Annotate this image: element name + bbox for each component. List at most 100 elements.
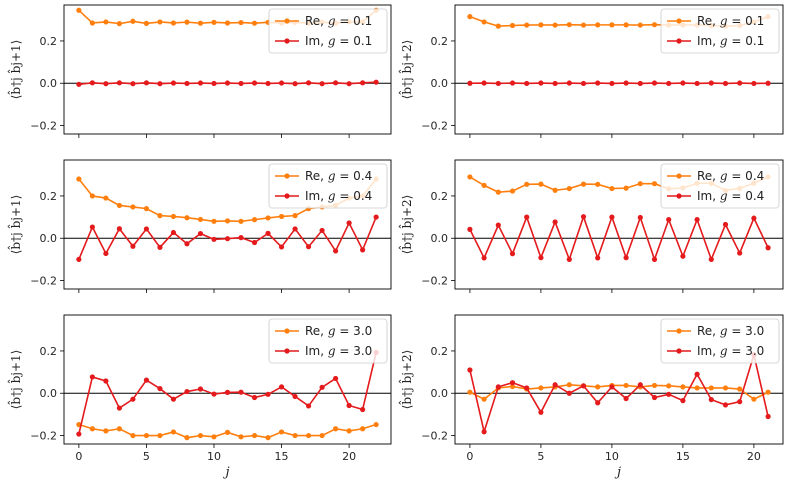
legend: Re, g = 3.0 Im, g = 3.0 xyxy=(660,318,780,364)
data-point xyxy=(538,385,544,391)
data-point xyxy=(197,386,204,392)
data-point xyxy=(89,80,95,86)
axes-frame xyxy=(454,314,784,445)
legend-marker xyxy=(284,18,290,24)
legend: Re, g = 0.4 Im, g = 0.4 xyxy=(268,163,388,209)
data-point xyxy=(708,385,714,391)
subplot-1-0: −0.2 0.0 0.2 ⟨b̂†j b̂j+1⟩ Re, g = 0.4 Im, g =… xyxy=(6,159,392,293)
data-point xyxy=(116,202,123,209)
data-point xyxy=(184,215,190,221)
legend-label: Im, g = 3.0 xyxy=(697,344,764,358)
data-point xyxy=(251,80,258,86)
data-point xyxy=(495,222,501,228)
data-point xyxy=(552,22,558,28)
data-point xyxy=(651,394,658,401)
data-point xyxy=(157,385,163,392)
data-point xyxy=(332,80,339,86)
data-point xyxy=(292,432,298,439)
data-point xyxy=(552,219,558,225)
data-point xyxy=(157,432,163,439)
data-point xyxy=(76,176,82,182)
data-point xyxy=(116,405,123,411)
data-point xyxy=(595,80,601,86)
y-tick-label: 0.0 xyxy=(40,387,58,400)
data-point xyxy=(251,394,258,401)
data-point xyxy=(708,396,714,403)
data-point xyxy=(346,220,352,226)
data-point xyxy=(495,23,501,29)
data-point xyxy=(609,185,615,192)
data-point xyxy=(737,250,743,256)
data-point xyxy=(89,193,95,199)
data-point xyxy=(197,216,204,223)
legend-label: Im, g = 0.4 xyxy=(305,189,372,203)
data-point xyxy=(595,22,601,28)
data-point xyxy=(278,244,285,250)
data-point xyxy=(708,80,714,86)
data-point xyxy=(651,382,658,389)
data-point xyxy=(538,80,544,86)
data-point xyxy=(722,402,729,408)
axes-frame xyxy=(63,4,392,135)
data-point xyxy=(566,80,572,86)
y-tick-label: 0.0 xyxy=(431,77,449,90)
data-point xyxy=(143,226,150,232)
data-point xyxy=(360,426,366,432)
legend-marker xyxy=(676,173,682,179)
y-tick-label: −0.2 xyxy=(421,275,448,288)
data-point xyxy=(319,432,325,439)
data-point xyxy=(332,375,339,382)
data-point xyxy=(481,182,487,188)
series-line xyxy=(469,351,769,435)
data-point xyxy=(116,426,123,432)
x-axis-label: j xyxy=(614,465,621,480)
data-point xyxy=(76,7,82,13)
data-point xyxy=(566,22,572,28)
data-point xyxy=(224,20,231,26)
legend-box xyxy=(268,318,388,364)
data-point xyxy=(609,80,615,87)
x-axis-label: j xyxy=(222,465,229,480)
data-point xyxy=(751,80,757,87)
legend: Re, g = 3.0 Im, g = 3.0 xyxy=(268,318,388,364)
data-point xyxy=(481,396,487,402)
data-point xyxy=(580,22,587,28)
data-point xyxy=(305,244,312,250)
series-line xyxy=(469,214,769,262)
data-point xyxy=(89,20,95,26)
x-tick-label: 20 xyxy=(747,450,761,463)
series-line xyxy=(469,383,769,401)
data-point xyxy=(265,435,271,441)
data-point xyxy=(666,80,672,87)
data-point xyxy=(130,243,136,249)
legend-label: Im, g = 0.4 xyxy=(697,189,764,203)
data-point xyxy=(103,81,109,87)
data-point xyxy=(737,80,743,86)
data-point xyxy=(722,385,729,391)
data-point xyxy=(157,81,163,87)
data-point xyxy=(737,399,743,405)
data-point xyxy=(130,81,136,87)
data-point xyxy=(666,383,672,389)
data-point xyxy=(609,384,615,390)
data-point xyxy=(509,380,516,386)
data-point xyxy=(666,217,672,223)
legend: Re, g = 0.4 Im, g = 0.4 xyxy=(660,163,780,209)
data-point xyxy=(481,19,487,25)
data-point xyxy=(722,80,729,87)
data-point xyxy=(637,80,643,87)
axes-frame xyxy=(63,159,392,290)
data-point xyxy=(103,378,109,384)
data-point xyxy=(292,393,298,400)
subplot-1-1: −0.2 0.0 0.2 ⟨b̂†j b̂j+2⟩ Re, g = 0.4 Im, g =… xyxy=(397,159,784,293)
data-point xyxy=(637,181,643,187)
series-im xyxy=(76,349,379,437)
data-point xyxy=(197,20,204,26)
legend-marker xyxy=(676,18,682,24)
data-point xyxy=(623,255,629,261)
y-axis-label: ⟨b̂†j b̂j+2⟩ xyxy=(397,40,414,100)
data-point xyxy=(346,402,352,409)
data-point xyxy=(332,426,339,432)
data-point xyxy=(346,428,352,434)
